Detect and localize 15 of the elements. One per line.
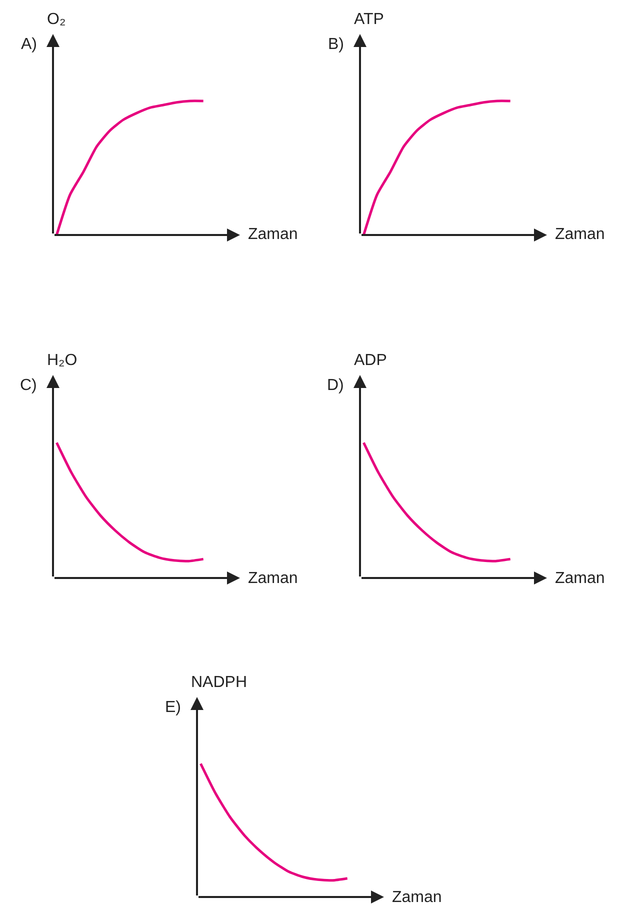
- x-axis-title: Zaman: [392, 889, 442, 906]
- chart-title: E): [165, 699, 181, 716]
- x-axis-title: Zaman: [248, 226, 298, 243]
- chart-title: B): [328, 36, 344, 53]
- y-axis-title: ATP: [354, 11, 384, 28]
- chart-title: D): [327, 377, 344, 394]
- chart-title: C): [20, 377, 37, 394]
- y-axis-title: ADP: [354, 352, 387, 369]
- y-axis-title: H₂O: [47, 352, 78, 369]
- y-axis-title: NADPH: [191, 674, 248, 691]
- y-axis-title: O₂: [47, 11, 66, 28]
- x-axis-title: Zaman: [555, 226, 605, 243]
- x-axis-title: Zaman: [248, 570, 298, 587]
- chart-title: A): [21, 36, 37, 53]
- x-axis-title: Zaman: [555, 570, 605, 587]
